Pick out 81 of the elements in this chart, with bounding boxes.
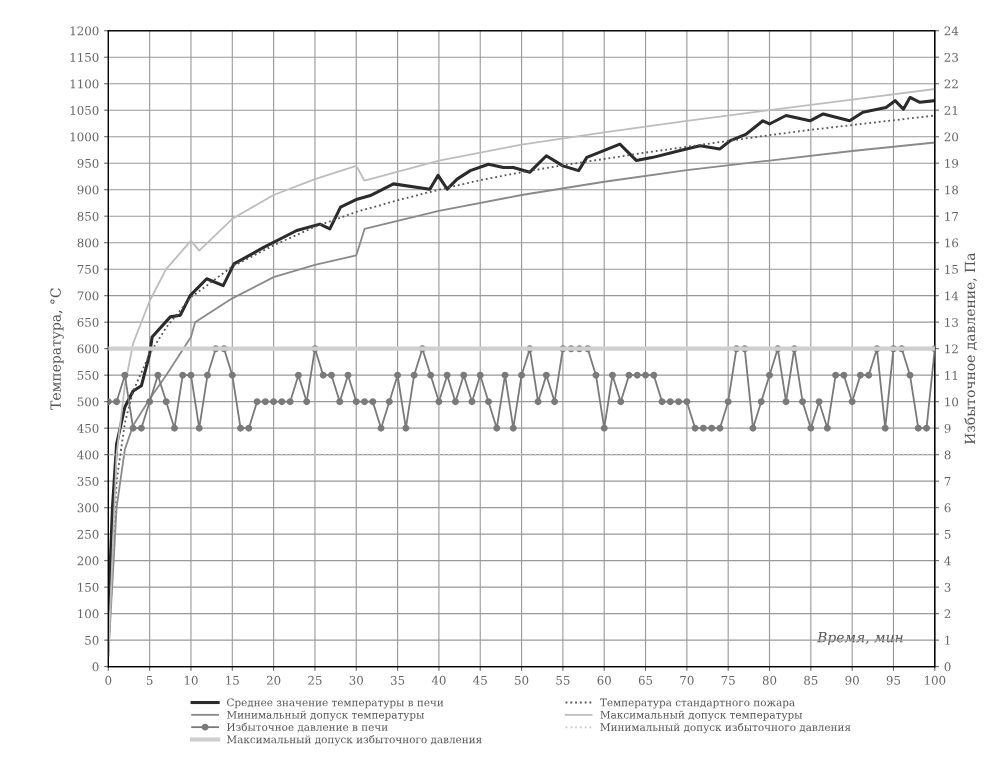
y2-tick-label: 11 [945,370,958,380]
y-tick-label: 700 [77,291,99,301]
y-tick-label: 1200 [70,26,99,36]
legend-label: Минимальный допуск температуры [226,710,424,721]
y-tick-label: 300 [77,503,99,513]
x-tick-label: 75 [721,676,735,685]
y2-tick-label: 16 [945,238,959,248]
y2-tick-label: 4 [944,556,951,566]
x-tick-label: 15 [226,675,239,685]
y2-tick-label: 19 [945,158,959,168]
y-tick-label: 450 [77,423,99,433]
y2-axis-title: Избыточное давление, Па [964,252,977,445]
x-tick-label: 50 [515,675,529,685]
y2-tick-label: 7 [944,477,951,486]
x-tick-label: 10 [184,675,198,685]
x-tick-label: 25 [308,675,322,685]
legend-label: Максимальный допуск температуры [600,710,803,721]
x-tick-label: 90 [845,675,859,685]
legend-label: Минимальный допуск избыточного давления [600,722,851,734]
x-tick-label: 30 [349,675,363,685]
y-tick-label: 100 [78,609,99,619]
y-tick-label: 1150 [70,52,99,62]
y2-tick-label: 5 [944,530,951,539]
y-tick-label: 150 [78,582,99,592]
y-tick-label: 950 [77,158,99,168]
y-tick-label: 800 [77,238,99,248]
y-tick-label: 650 [77,317,99,327]
x-tick-label: 20 [266,675,281,685]
y-tick-label: 250 [77,529,99,539]
y-tick-label: 850 [77,211,99,221]
x-tick-label: 70 [680,675,694,685]
y2-tick-label: 13 [945,317,958,327]
y-tick-label: 550 [77,370,99,380]
y2-tick-label: 2 [944,609,951,619]
y-tick-label: 1100 [70,79,99,89]
x-tick-label: 55 [556,676,570,685]
x-tick-label: 5 [146,676,153,685]
x-tick-label: 40 [431,675,446,685]
y-tick-label: 1050 [70,105,99,115]
y2-tick-label: 17 [945,211,958,221]
y2-tick-label: 22 [944,79,958,89]
y2-tick-label: 9 [944,423,951,433]
y2-tick-label: 14 [945,291,959,301]
x-tick-label: 45 [473,675,487,685]
y-tick-label: 750 [77,264,99,274]
y-tick-label: 0 [92,662,99,672]
y2-tick-label: 0 [944,662,951,672]
x-tick-label: 0 [105,675,112,685]
y2-tick-label: 24 [944,26,959,36]
y-tick-label: 1000 [70,132,99,142]
y2-tick-label: 18 [945,185,959,195]
y2-tick-label: 1 [945,635,950,645]
y-tick-label: 500 [77,397,99,407]
y2-tick-label: 10 [945,397,959,407]
legend-label: Температура стандартного пожара [600,698,795,709]
y-tick-label: 900 [77,185,99,195]
x-tick-label: 35 [390,675,405,685]
y2-tick-label: 23 [944,52,958,62]
y2-tick-label: 8 [944,450,951,460]
legend-label: Среднее значение температуры в печи [227,698,444,709]
x-axis-title: Время, мин [816,632,903,646]
x-tick-label: 80 [762,675,777,685]
y-tick-label: 200 [77,556,99,566]
y2-tick-label: 12 [945,344,958,354]
legend-label: Максимальный допуск избыточного давления [226,735,482,746]
x-tick-label: 95 [886,675,901,685]
y-tick-label: 400 [77,450,99,460]
x-tick-label: 65 [638,675,653,685]
y-tick-label: 350 [77,476,99,486]
y2-tick-label: 20 [944,132,959,142]
y2-tick-label: 15 [945,264,958,274]
y2-tick-label: 6 [944,503,951,513]
legend-label: Избыточное давление в печи [227,722,388,733]
y-tick-label: 50 [85,635,99,645]
y-tick-label: 600 [77,344,99,354]
x-tick-label: 60 [597,675,611,685]
x-tick-label: 85 [804,675,818,685]
y2-tick-label: 21 [944,105,958,115]
y-axis-title: Температура, °С [50,288,64,410]
y2-tick-label: 3 [944,582,951,592]
x-tick-label: 100 [924,675,946,685]
